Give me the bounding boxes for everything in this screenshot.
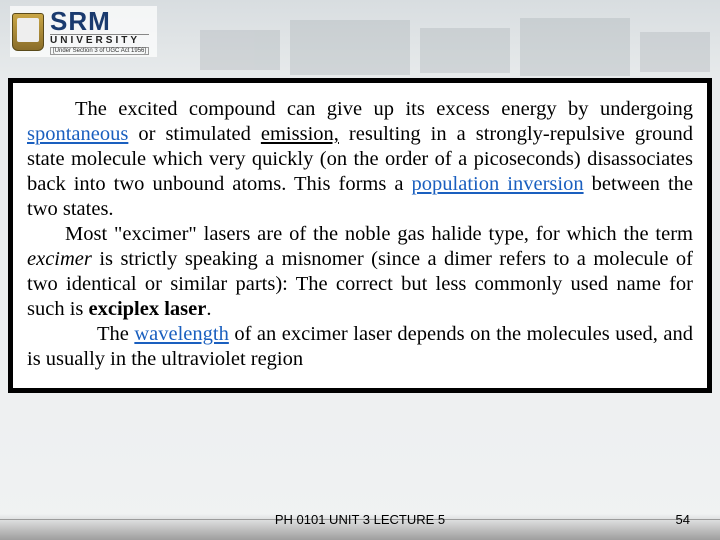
p2-text-c: . — [206, 298, 211, 320]
university-logo-block: SRM UNIVERSITY [Under Section 3 of UGC A… — [10, 6, 157, 57]
link-population-inversion[interactable]: population inversion — [412, 173, 584, 195]
slide-content-box: The excited compound can give up its exc… — [8, 78, 712, 393]
footer-center-text: PH 0101 UNIT 3 LECTURE 5 — [0, 512, 720, 527]
p3-text-a: The — [97, 323, 134, 345]
brand-bottom: UNIVERSITY — [50, 34, 149, 46]
page-number: 54 — [676, 512, 690, 527]
brand-sub: [Under Section 3 of UGC Act 1956] — [50, 47, 149, 55]
paragraph-3: The wavelength of an excimer laser depen… — [27, 322, 693, 372]
brand-top: SRM — [50, 8, 149, 34]
link-wavelength[interactable]: wavelength — [134, 323, 229, 345]
paragraph-2: Most "excimer" lasers are of the noble g… — [27, 222, 693, 322]
paragraph-1: The excited compound can give up its exc… — [27, 97, 693, 222]
p1-text-a: The excited compound can give up its exc… — [75, 98, 693, 120]
p2-bold-exciplex: exciplex laser — [89, 298, 207, 320]
link-spontaneous[interactable]: spontaneous — [27, 123, 128, 145]
p1-underline-emission: emission, — [261, 123, 339, 145]
p2-text-a: Most "excimer" lasers are of the noble g… — [65, 223, 693, 245]
p2-italic-excimer: excimer — [27, 248, 92, 270]
p1-text-b: or stimulated — [128, 123, 261, 145]
emblem-icon — [12, 13, 44, 51]
